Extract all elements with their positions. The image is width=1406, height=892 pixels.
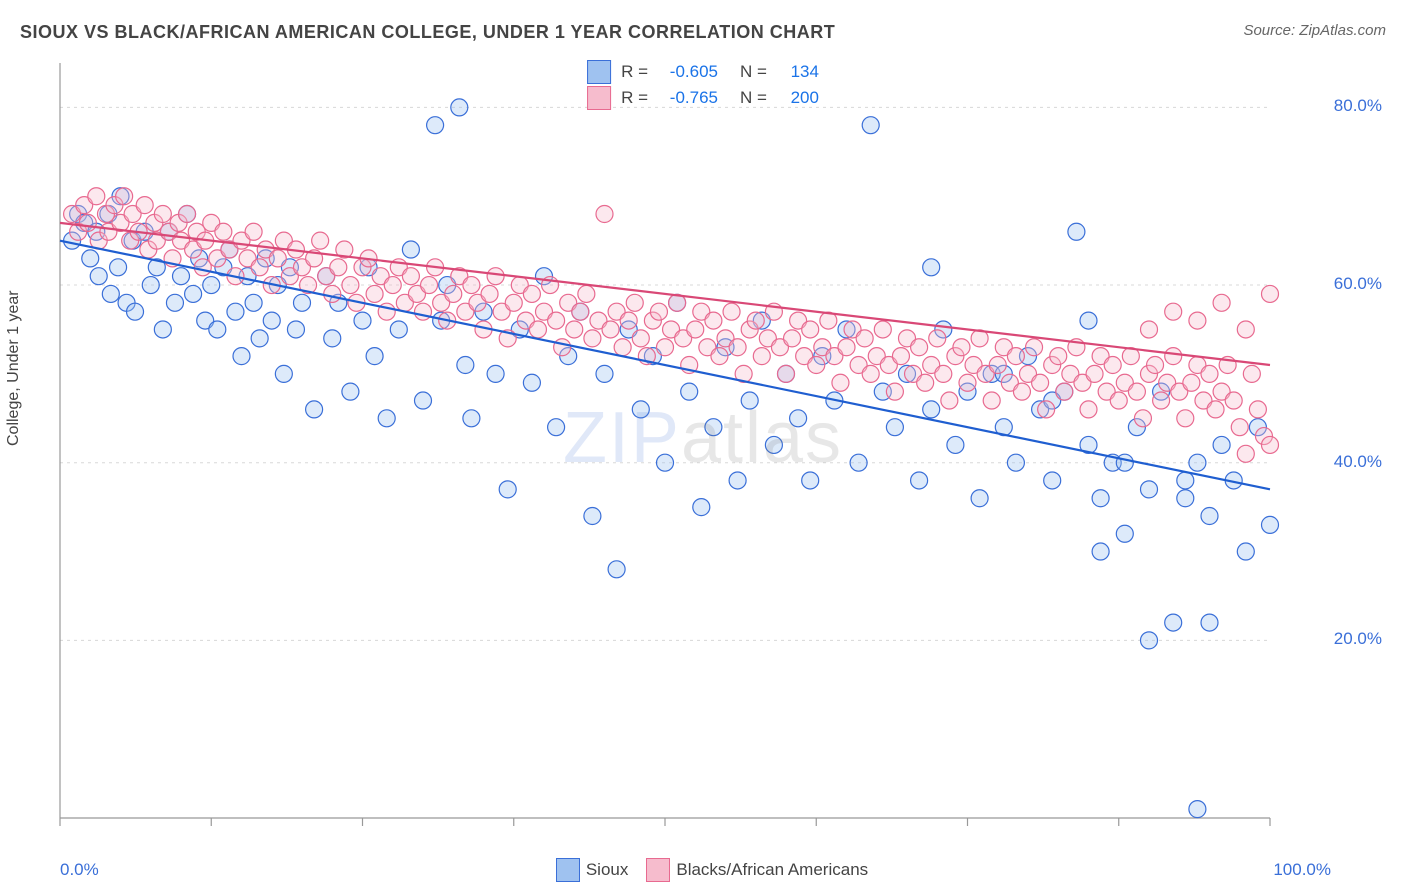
legend-swatch bbox=[556, 858, 580, 882]
scatter-svg bbox=[55, 58, 1325, 833]
legend-top-row: R = -0.765 N = 200 bbox=[587, 86, 819, 110]
source-label: Source: ZipAtlas.com bbox=[1243, 22, 1386, 39]
legend-n-label: N = bbox=[740, 88, 767, 108]
y-tick-label: 80.0% bbox=[1334, 96, 1382, 116]
legend-label: Sioux bbox=[586, 860, 629, 879]
legend-swatch bbox=[646, 858, 670, 882]
legend-n-value: 200 bbox=[777, 88, 819, 108]
y-tick-label: 40.0% bbox=[1334, 452, 1382, 472]
legend-r-value: -0.765 bbox=[658, 88, 718, 108]
legend-r-value: -0.605 bbox=[658, 62, 718, 82]
legend-r-label: R = bbox=[621, 62, 648, 82]
chart-container: SIOUX VS BLACK/AFRICAN AMERICAN COLLEGE,… bbox=[0, 0, 1406, 892]
legend-r-label: R = bbox=[621, 88, 648, 108]
legend-swatch bbox=[587, 60, 611, 84]
y-tick-label: 60.0% bbox=[1334, 274, 1382, 294]
legend-top-row: R = -0.605 N = 134 bbox=[587, 60, 819, 84]
legend-label: Blacks/African Americans bbox=[676, 860, 868, 879]
plot-area bbox=[55, 58, 1325, 833]
y-axis-label: College, Under 1 year bbox=[5, 290, 23, 446]
y-tick-label: 20.0% bbox=[1334, 629, 1382, 649]
legend-top: R = -0.605 N = 134 R = -0.765 N = 200 bbox=[587, 60, 819, 112]
legend-n-value: 134 bbox=[777, 62, 819, 82]
legend-swatch bbox=[587, 86, 611, 110]
legend-n-label: N = bbox=[740, 62, 767, 82]
chart-title: SIOUX VS BLACK/AFRICAN AMERICAN COLLEGE,… bbox=[20, 22, 835, 43]
legend-bottom: Sioux Blacks/African Americans bbox=[0, 858, 1406, 882]
